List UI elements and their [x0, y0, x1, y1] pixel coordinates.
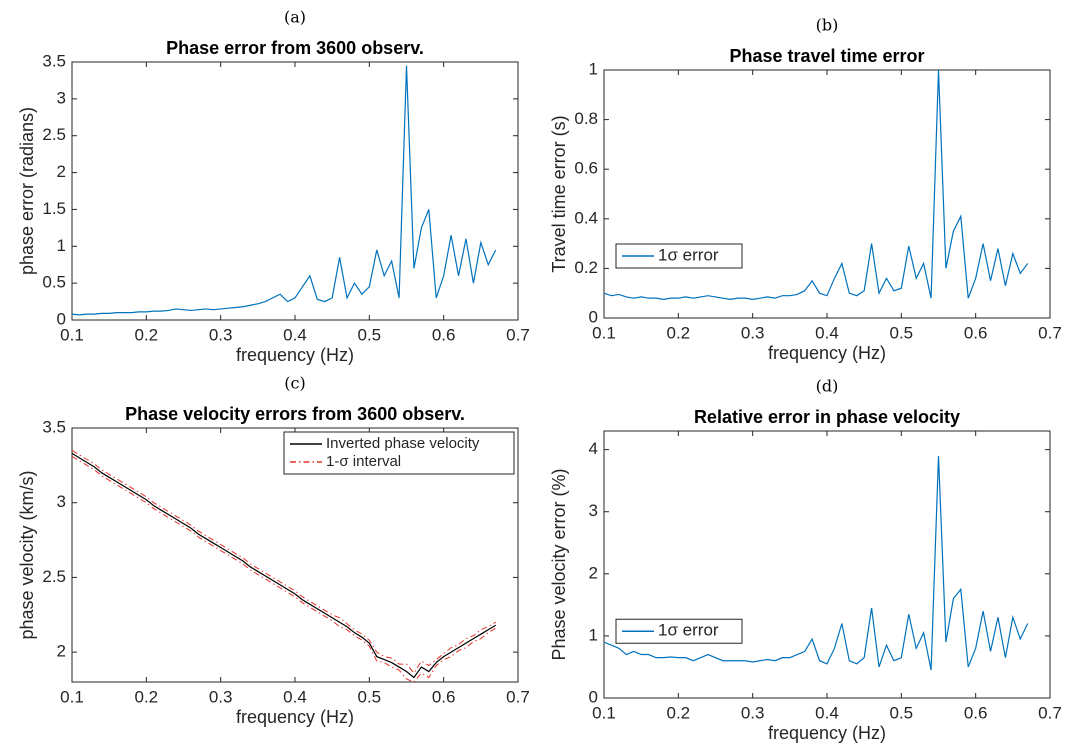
y-tick-label: 2	[589, 563, 598, 582]
x-tick-label: 0.2	[667, 323, 691, 342]
x-tick-label: 0.4	[283, 325, 307, 344]
legend-label: 1σ error	[658, 245, 719, 264]
y-axis-label: phase error (radians)	[17, 107, 37, 275]
x-axis-label: frequency (Hz)	[236, 707, 354, 727]
y-tick-label: 4	[589, 439, 598, 458]
legend-label: 1σ error	[658, 621, 719, 640]
y-tick-label: 0.6	[574, 159, 598, 178]
y-tick-label: 0	[589, 307, 598, 326]
y-tick-label: 2.5	[42, 125, 66, 144]
y-axis-label: phase velocity (km/s)	[17, 470, 37, 639]
y-tick-label: 3.5	[42, 417, 66, 436]
y-tick-label: 2.5	[42, 567, 66, 586]
x-axis-label: frequency (Hz)	[768, 343, 886, 363]
upper-interval-line	[71, 449, 496, 674]
x-tick-label: 0.1	[60, 325, 84, 344]
x-tick-label: 0.3	[209, 687, 233, 706]
y-tick-label: 1.5	[42, 199, 66, 218]
plot-area	[71, 61, 519, 321]
x-axis-label: frequency (Hz)	[236, 345, 354, 365]
y-tick-label: 1	[589, 59, 598, 78]
x-tick-label: 0.1	[60, 687, 84, 706]
data-line	[71, 65, 497, 316]
y-axis-label: Travel time error (s)	[549, 115, 569, 272]
x-tick-label: 0.6	[432, 325, 456, 344]
x-tick-label: 0.3	[741, 323, 765, 342]
data-line	[603, 455, 1029, 671]
x-tick-label: 0.7	[1038, 323, 1062, 342]
chart-title: Phase error from 3600 observ.	[166, 38, 424, 58]
x-tick-label: 0.5	[890, 323, 914, 342]
y-tick-label: 2	[57, 642, 66, 661]
y-tick-label: 3	[57, 88, 66, 107]
y-tick-label: 1	[57, 236, 66, 255]
x-tick-label: 0.3	[741, 703, 765, 722]
x-tick-label: 0.6	[964, 703, 988, 722]
plot-area	[603, 430, 1051, 699]
chart-title: Phase travel time error	[729, 46, 924, 66]
x-tick-label: 0.7	[506, 687, 530, 706]
x-tick-label: 0.4	[815, 323, 839, 342]
panel-label: (c)	[284, 374, 305, 393]
x-tick-label: 0.1	[592, 323, 616, 342]
y-tick-label: 0	[589, 687, 598, 706]
x-tick-label: 0.2	[667, 703, 691, 722]
y-tick-label: 3.5	[42, 51, 66, 70]
y-tick-label: 0	[57, 309, 66, 328]
x-tick-label: 0.6	[432, 687, 456, 706]
plot-area	[603, 69, 1051, 319]
x-tick-label: 0.7	[1038, 703, 1062, 722]
x-tick-label: 0.3	[209, 325, 233, 344]
legend-label: Inverted phase velocity	[326, 435, 480, 452]
panel-label: (a)	[284, 8, 306, 27]
chart-title: Phase velocity errors from 3600 observ.	[125, 404, 465, 424]
data-line	[71, 452, 497, 679]
x-tick-label: 0.6	[964, 323, 988, 342]
legend-box	[283, 431, 515, 475]
y-tick-label: 3	[57, 492, 66, 511]
data-line	[603, 69, 1029, 301]
x-tick-label: 0.5	[358, 325, 382, 344]
panel-label: (d)	[816, 377, 839, 396]
y-tick-label: 3	[589, 501, 598, 520]
x-tick-label: 0.1	[592, 703, 616, 722]
x-tick-label: 0.2	[135, 687, 159, 706]
legend-label: 1-σ interval	[326, 453, 401, 470]
chart-title: Relative error in phase velocity	[694, 407, 960, 427]
y-tick-label: 2	[57, 162, 66, 181]
x-tick-label: 0.5	[890, 703, 914, 722]
y-tick-label: 0.2	[574, 258, 598, 277]
x-tick-label: 0.4	[283, 687, 307, 706]
y-tick-label: 0.4	[574, 208, 598, 227]
lower-interval-line	[71, 455, 496, 683]
panel-label: (b)	[816, 16, 839, 35]
y-tick-label: 0.8	[574, 109, 598, 128]
y-axis-label: Phase velocity error (%)	[549, 468, 569, 660]
y-tick-label: 0.5	[42, 273, 66, 292]
x-axis-label: frequency (Hz)	[768, 723, 886, 743]
x-tick-label: 0.5	[358, 687, 382, 706]
y-tick-label: 1	[589, 625, 598, 644]
x-tick-label: 0.4	[815, 703, 839, 722]
x-tick-label: 0.7	[506, 325, 530, 344]
x-tick-label: 0.2	[135, 325, 159, 344]
